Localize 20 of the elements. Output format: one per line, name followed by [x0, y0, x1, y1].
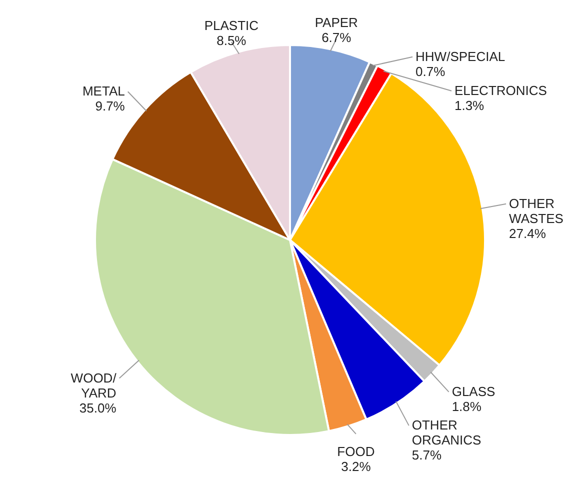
slice-label: WOOD/ YARD [70, 370, 117, 400]
slice-label: HHW/SPECIAL [416, 48, 506, 64]
data-label: 6.7% [322, 30, 352, 45]
slice-label: FOOD [337, 444, 375, 459]
data-label: 5.7% [412, 448, 442, 463]
slice-label: OTHER ORGANICS [412, 418, 482, 448]
slice-label: PLASTIC [204, 18, 259, 33]
data-label: 1.8% [452, 398, 482, 414]
data-label: 35.0% [79, 400, 117, 416]
slice-label: OTHER WASTES [509, 196, 564, 226]
data-label: 1.3% [454, 98, 485, 113]
data-label: 27.4% [509, 226, 546, 241]
data-label: 8.5% [216, 32, 247, 48]
slice-label: GLASS [452, 384, 496, 399]
data-label: 9.7% [95, 98, 126, 114]
slice-label: ELECTRONICS [454, 82, 548, 98]
data-label: 0.7% [416, 64, 446, 79]
data-label: 3.2% [341, 458, 372, 474]
slice-label: PAPER [314, 14, 358, 30]
slice-label: METAL [82, 84, 125, 99]
